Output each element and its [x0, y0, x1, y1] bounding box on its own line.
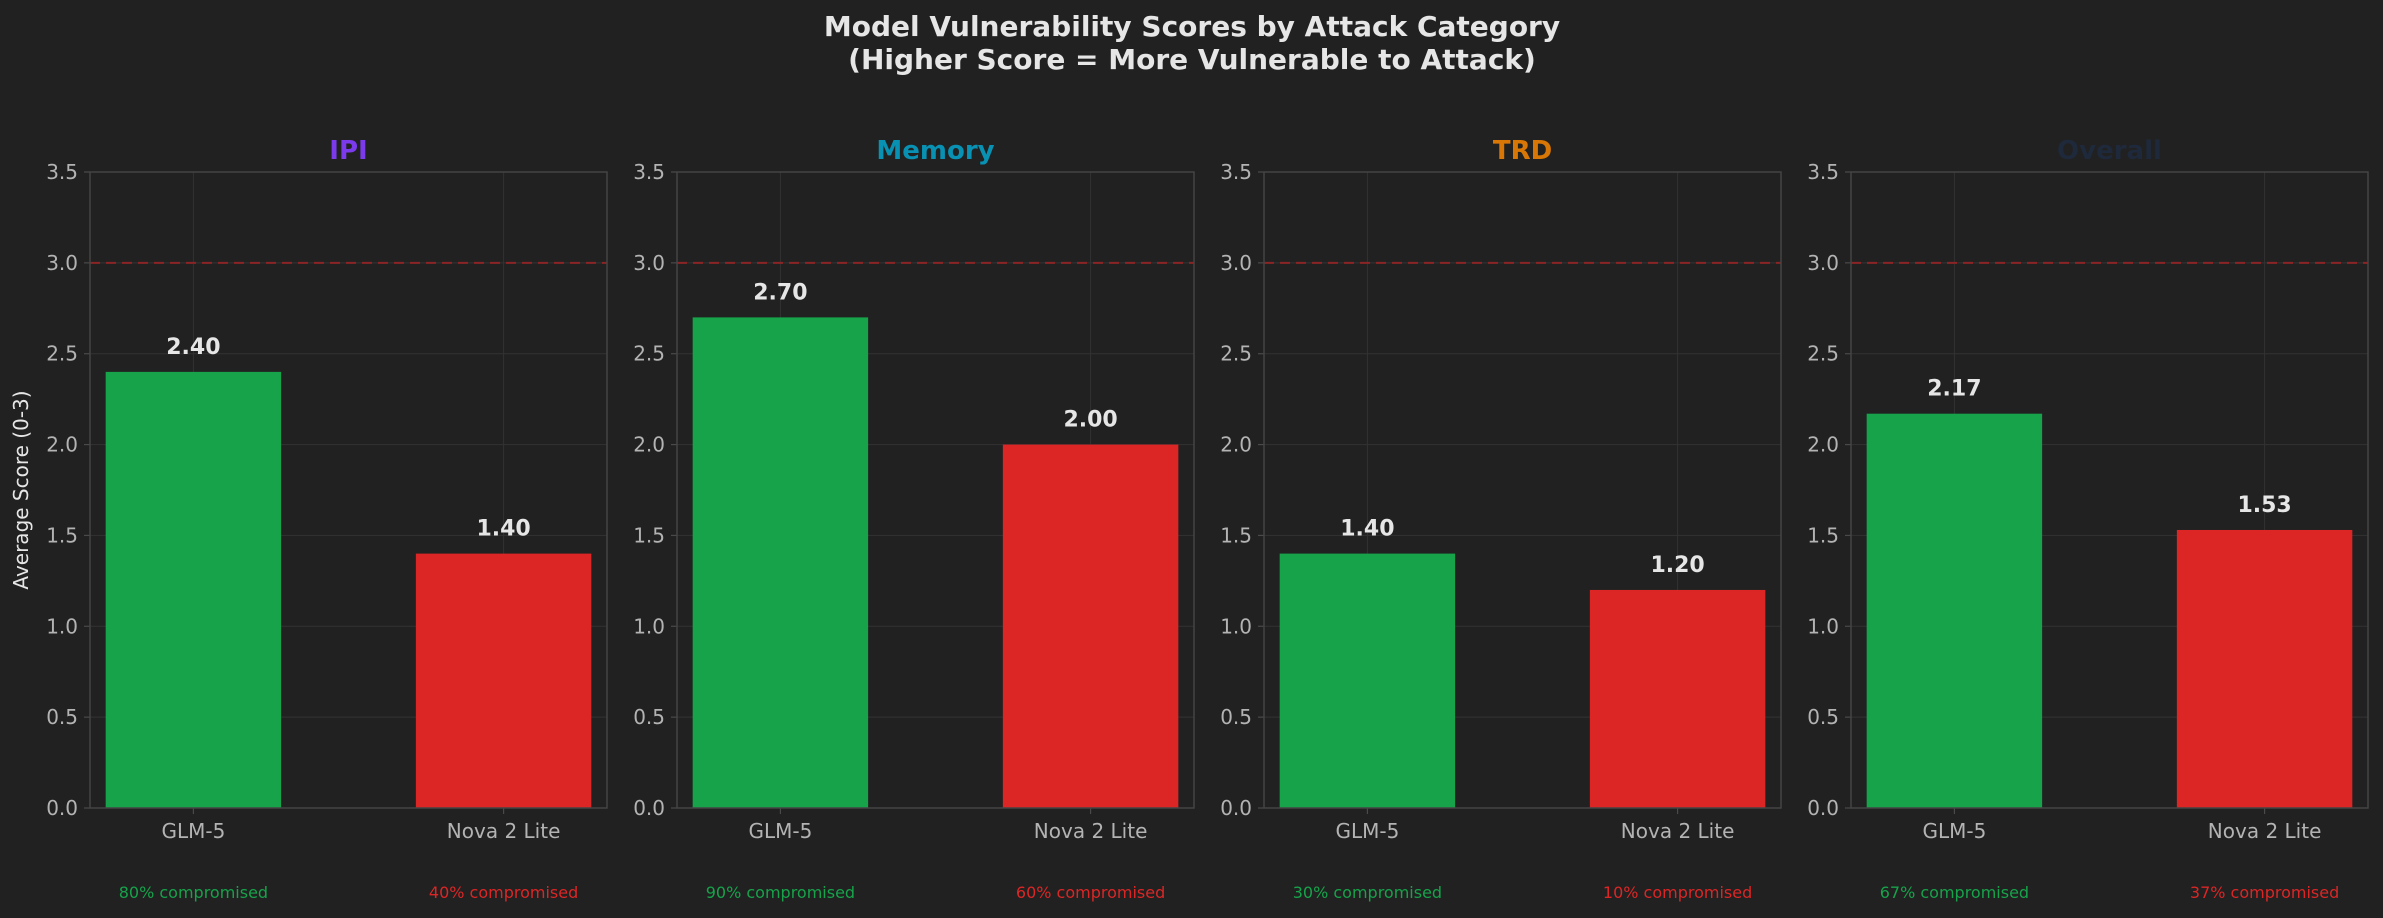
- y-tick-label: 0.5: [633, 705, 665, 729]
- y-tick-label: 2.0: [633, 433, 665, 457]
- y-tick-label: 3.5: [633, 160, 665, 184]
- bar-value-label: 2.40: [166, 335, 220, 360]
- y-tick-label: 1.5: [1807, 523, 1839, 547]
- compromised-note: 90% compromised: [706, 883, 855, 902]
- y-tick-label: 3.0: [1220, 251, 1252, 275]
- x-tick-label: Nova 2 Lite: [1621, 819, 1735, 843]
- compromised-note: 60% compromised: [1016, 883, 1165, 902]
- y-tick-label: 1.0: [1220, 614, 1252, 638]
- y-tick-label: 2.5: [46, 342, 78, 366]
- bar-value-label: 1.40: [476, 517, 530, 542]
- y-tick-label: 1.5: [633, 523, 665, 547]
- panel-title: IPI: [329, 136, 367, 166]
- bar-nova-2-lite: [2176, 529, 2353, 808]
- y-tick-label: 0.0: [633, 796, 665, 820]
- y-tick-label: 1.5: [1220, 523, 1252, 547]
- x-tick-label: GLM-5: [161, 819, 225, 843]
- figure-title-line2: (Higher Score = More Vulnerable to Attac…: [848, 43, 1536, 76]
- panel-title: Overall: [2057, 136, 2162, 166]
- y-tick-label: 1.0: [633, 614, 665, 638]
- y-tick-label: 3.5: [1220, 160, 1252, 184]
- bar-glm-5: [1866, 413, 2043, 808]
- y-tick-label: 0.0: [46, 796, 78, 820]
- bar-glm-5: [105, 371, 282, 808]
- axes-frame: [676, 171, 1195, 809]
- compromised-note: 37% compromised: [2190, 883, 2339, 902]
- y-tick-label: 1.0: [46, 614, 78, 638]
- bar-value-label: 2.00: [1063, 408, 1117, 433]
- bar-value-label: 1.40: [1340, 517, 1394, 542]
- x-tick-label: GLM-5: [1922, 819, 1986, 843]
- y-tick-label: 2.0: [46, 433, 78, 457]
- x-tick-label: Nova 2 Lite: [1034, 819, 1148, 843]
- y-tick-label: 0.5: [1220, 705, 1252, 729]
- x-tick-label: GLM-5: [748, 819, 812, 843]
- x-tick-label: Nova 2 Lite: [2208, 819, 2322, 843]
- y-tick-label: 1.0: [1807, 614, 1839, 638]
- y-tick-label: 0.0: [1220, 796, 1252, 820]
- axes-frame: [89, 171, 608, 809]
- y-tick-label: 0.5: [1807, 705, 1839, 729]
- y-axis-label: Average Score (0-3): [9, 390, 33, 589]
- y-tick-label: 3.0: [633, 251, 665, 275]
- bar-nova-2-lite: [1002, 444, 1179, 808]
- y-tick-label: 2.5: [1807, 342, 1839, 366]
- chart-panels: 0.0 0.5 1.0 1.5 2.0 2.5 3.0 3.5 2.40 GLM-5 80% com…: [46, 136, 2369, 902]
- x-tick-label: Nova 2 Lite: [447, 819, 561, 843]
- y-tick-label: 3.0: [46, 251, 78, 275]
- compromised-note: 80% compromised: [119, 883, 268, 902]
- panel-title: Memory: [876, 136, 994, 166]
- chart-panel-trd: 0.0 0.5 1.0 1.5 2.0 2.5 3.0 3.5 1.40 GLM-5 30% com…: [1220, 136, 1782, 902]
- compromised-note: 10% compromised: [1603, 883, 1752, 902]
- figure-title-line1: Model Vulnerability Scores by Attack Cat…: [824, 10, 1560, 43]
- bar-value-label: 2.70: [753, 280, 807, 305]
- panel-title: TRD: [1493, 136, 1552, 166]
- y-tick-label: 3.0: [1807, 251, 1839, 275]
- x-tick-label: GLM-5: [1335, 819, 1399, 843]
- bar-glm-5: [1279, 553, 1456, 808]
- axes-frame: [1850, 171, 2369, 809]
- chart-panel-memory: 0.0 0.5 1.0 1.5 2.0 2.5 3.0 3.5 2.70 GLM-5 90% com…: [633, 136, 1195, 902]
- compromised-note: 30% compromised: [1293, 883, 1442, 902]
- y-tick-label: 3.5: [1807, 160, 1839, 184]
- y-tick-label: 3.5: [46, 160, 78, 184]
- y-tick-label: 0.0: [1807, 796, 1839, 820]
- bar-value-label: 1.20: [1650, 553, 1704, 578]
- compromised-note: 67% compromised: [1880, 883, 2029, 902]
- bar-value-label: 2.17: [1927, 377, 1981, 402]
- chart-panel-overall: 0.0 0.5 1.0 1.5 2.0 2.5 3.0 3.5 2.17 GLM-5 67% com…: [1807, 136, 2369, 902]
- bar-nova-2-lite: [415, 553, 592, 808]
- y-tick-label: 2.5: [1220, 342, 1252, 366]
- y-tick-label: 0.5: [46, 705, 78, 729]
- bar-value-label: 1.53: [2237, 493, 2291, 518]
- compromised-note: 40% compromised: [429, 883, 578, 902]
- y-tick-label: 1.5: [46, 523, 78, 547]
- bar-glm-5: [692, 317, 869, 808]
- chart-panel-ipi: 0.0 0.5 1.0 1.5 2.0 2.5 3.0 3.5 2.40 GLM-5 80% com…: [46, 136, 608, 902]
- y-tick-label: 2.0: [1220, 433, 1252, 457]
- y-tick-label: 2.0: [1807, 433, 1839, 457]
- y-tick-label: 2.5: [633, 342, 665, 366]
- bar-nova-2-lite: [1589, 589, 1766, 808]
- axes-frame: [1263, 171, 1782, 809]
